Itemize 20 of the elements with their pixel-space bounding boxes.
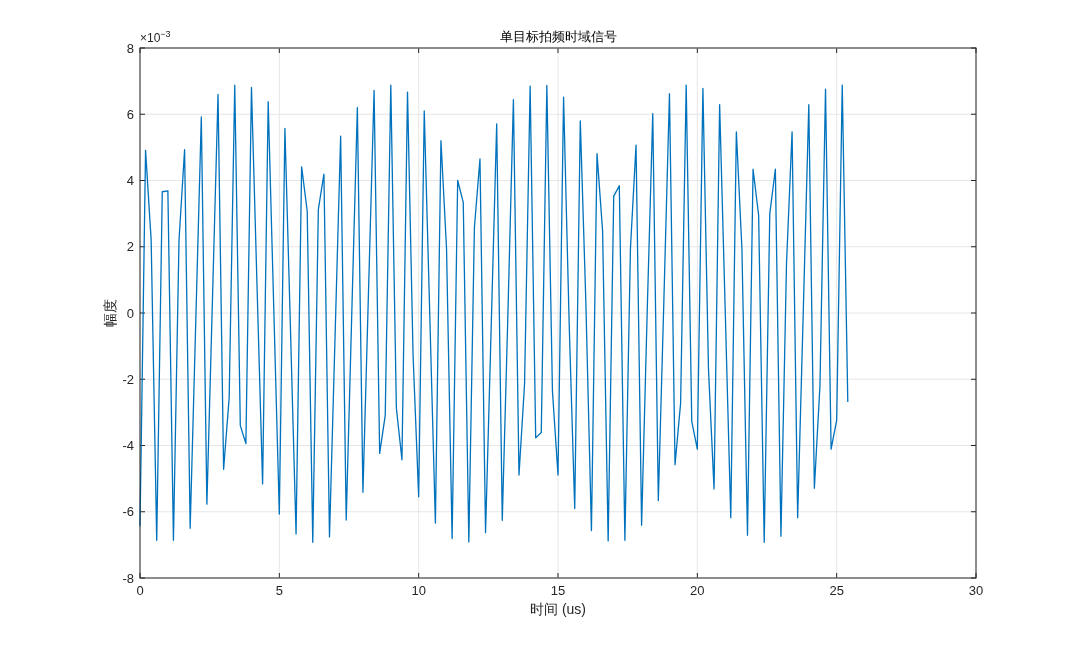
y-tick-label: -2 — [122, 371, 134, 387]
x-tick-label: 30 — [968, 583, 984, 598]
x-axis-title: 时间 (us) — [530, 601, 586, 617]
x-tick-label: 5 — [275, 583, 283, 598]
y-tick-label: -4 — [122, 438, 134, 453]
x-tick-label: 25 — [829, 583, 844, 598]
chart-title: 单目标拍频时域信号 — [499, 29, 617, 44]
y-tick-label: 4 — [126, 173, 134, 188]
x-tick-label: 20 — [690, 583, 705, 598]
x-tick-label: 0 — [136, 583, 144, 598]
y-tick-label: 2 — [126, 239, 134, 255]
x-tick-label: 10 — [411, 583, 426, 598]
y-tick-label: 0 — [126, 305, 134, 321]
text: ×10$^{−3}$ — [140, 29, 171, 45]
y-tick-label: -8 — [122, 570, 134, 586]
y-tick-label: -6 — [122, 504, 134, 520]
y-tick-label: 8 — [126, 40, 134, 56]
x-tick-label: 15 — [550, 583, 566, 598]
y-axis-title: 幅度 — [102, 299, 118, 327]
y-tick-label: 6 — [126, 106, 134, 122]
